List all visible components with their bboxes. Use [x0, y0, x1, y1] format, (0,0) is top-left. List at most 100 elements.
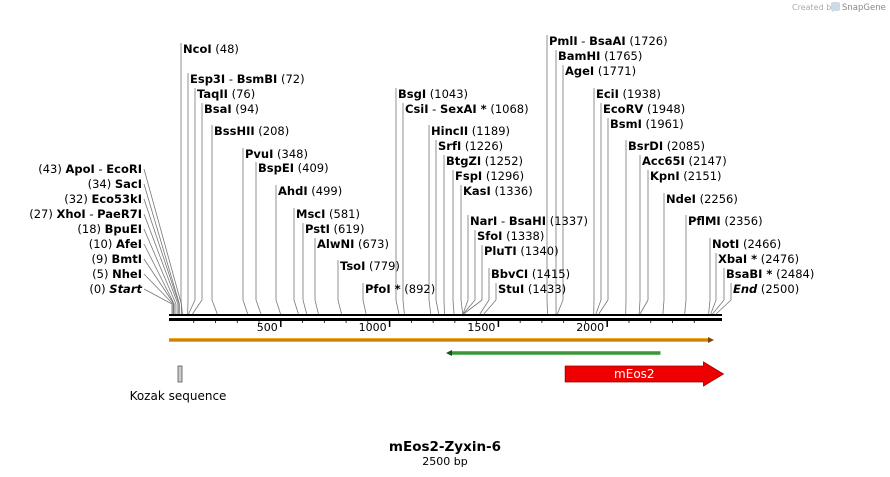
- leader-line: [143, 168, 182, 305]
- site-label-ecorv: EcoRV (1948): [603, 102, 685, 116]
- kozak-sequence-label: Kozak sequence: [130, 389, 227, 403]
- leader-drop: [715, 299, 732, 315]
- site-name: NheI: [112, 267, 142, 281]
- site-separator: -: [95, 162, 106, 176]
- site-name: SrfI: [438, 139, 461, 153]
- site-label-bsmi: BsmI (1961): [610, 117, 684, 131]
- site-label-nhei: (5) NheI: [92, 267, 142, 281]
- site-position: (1938): [619, 87, 661, 101]
- site-name: BpuEI: [105, 222, 142, 236]
- site-position: (76): [228, 87, 255, 101]
- site-name: EciI: [596, 87, 619, 101]
- green-arrowhead-icon: [446, 350, 452, 356]
- site-label-kpni: KpnI (2151): [650, 169, 722, 183]
- site-position: (2484): [772, 267, 814, 281]
- leader-drop: [314, 299, 319, 315]
- leader-drop: [180, 299, 183, 315]
- site-label-bsgi: BsgI (1043): [398, 87, 468, 101]
- site-name: CsiI: [405, 102, 429, 116]
- site-name: StuI: [498, 282, 524, 296]
- site-position: (1043): [426, 87, 468, 101]
- site-position: (1726): [626, 34, 668, 48]
- site-name: BmtI: [111, 252, 142, 266]
- site-label-srfi: SrfI (1226): [438, 139, 503, 153]
- site-position: (32): [64, 192, 91, 206]
- site-label-pfoi: PfoI * (892): [365, 282, 435, 296]
- scale-ticks: 500 1000 1500 2000: [193, 318, 695, 334]
- site-label-btgzi: BtgZI (1252): [446, 154, 523, 168]
- site-position: (1252): [481, 154, 523, 168]
- credit-brand: SnapGene: [842, 3, 886, 13]
- leader-drop: [638, 299, 641, 315]
- site-label-bmti: (9) BmtI: [92, 252, 142, 266]
- site-label-apoi: (43) ApoI - EcoRI: [38, 162, 142, 176]
- meos2-feature-label: mEos2: [614, 367, 655, 381]
- site-position: (9): [92, 252, 112, 266]
- site-position: (1765): [600, 49, 642, 63]
- leader-drop: [710, 299, 717, 315]
- leader-drop: [255, 299, 262, 315]
- site-separator: -: [225, 72, 236, 86]
- leader-line: [143, 198, 180, 305]
- site-name: AgeI: [565, 64, 594, 78]
- site-name: PluTI: [484, 244, 517, 258]
- leader-drop: [462, 299, 469, 315]
- site-label-ndei: NdeI (2256): [666, 192, 738, 206]
- leader-line: [143, 228, 177, 305]
- site-position: (892): [401, 282, 436, 296]
- snapgene-logo: [831, 2, 840, 11]
- site-name: BspEI: [258, 161, 294, 175]
- site-name: Eco53kI: [91, 192, 142, 206]
- leader-drop: [712, 299, 725, 315]
- map-length: 2500 bp: [422, 455, 467, 468]
- site-name: KpnI: [650, 169, 680, 183]
- site-name: BtgZI: [446, 154, 481, 168]
- meos2-feature-arrow: [564, 361, 725, 387]
- site-name: SfoI: [477, 229, 502, 243]
- leader-drop: [556, 299, 564, 315]
- site-label-hincii: HincII (1189): [431, 124, 510, 138]
- site-name: ApoI: [66, 162, 95, 176]
- leader-drop: [362, 299, 367, 315]
- site-name: SacI: [115, 177, 142, 191]
- left-site-labels: (43) ApoI - EcoRI(34) SacI(32) Eco53kI(2…: [29, 162, 142, 296]
- leader-line: [143, 273, 174, 305]
- site-position: (1433): [524, 282, 566, 296]
- site-label-pmli: PmlI - BsaAI (1726): [549, 34, 668, 48]
- site-label-end: End (2500): [733, 282, 799, 296]
- site-position: (2476): [757, 252, 799, 266]
- leader-lines: [143, 35, 732, 315]
- site-position: (348): [273, 147, 308, 161]
- site-label-saci: (34) SacI: [88, 177, 142, 191]
- leader-drop: [598, 299, 609, 315]
- site-name: BsmI: [610, 117, 642, 131]
- leader-drop: [337, 299, 342, 315]
- leader-line: [143, 288, 173, 305]
- site-name: Acc65I: [642, 154, 685, 168]
- site-position: (1189): [468, 124, 510, 138]
- site-label-noti: NotI (2466): [712, 237, 781, 251]
- site-position: (1961): [642, 117, 684, 131]
- leader-drop: [463, 299, 483, 315]
- site-name: PflMI: [688, 214, 721, 228]
- site-name: BssHII: [214, 124, 255, 138]
- features: Kozak sequence mEos2: [130, 337, 725, 403]
- site-label-pluti: PluTI (1340): [484, 244, 559, 258]
- leader-line: [143, 183, 180, 305]
- leader-line: [143, 258, 175, 305]
- site-position: (10): [89, 237, 116, 251]
- site-separator: -: [429, 102, 440, 116]
- site-position: (2466): [739, 237, 781, 251]
- leader-drop: [460, 299, 464, 315]
- site-name: PfoI *: [365, 282, 401, 296]
- leader-drop: [595, 299, 602, 315]
- site-position: (1296): [482, 169, 524, 183]
- site-name: Start: [109, 282, 142, 296]
- site-name: XbaI *: [718, 252, 757, 266]
- leader-drop: [479, 299, 490, 315]
- leader-drop: [293, 299, 299, 315]
- site-name: MscI: [296, 207, 325, 221]
- leader-drop: [708, 299, 711, 315]
- site-position: (673): [354, 237, 389, 251]
- leader-drop: [684, 299, 687, 315]
